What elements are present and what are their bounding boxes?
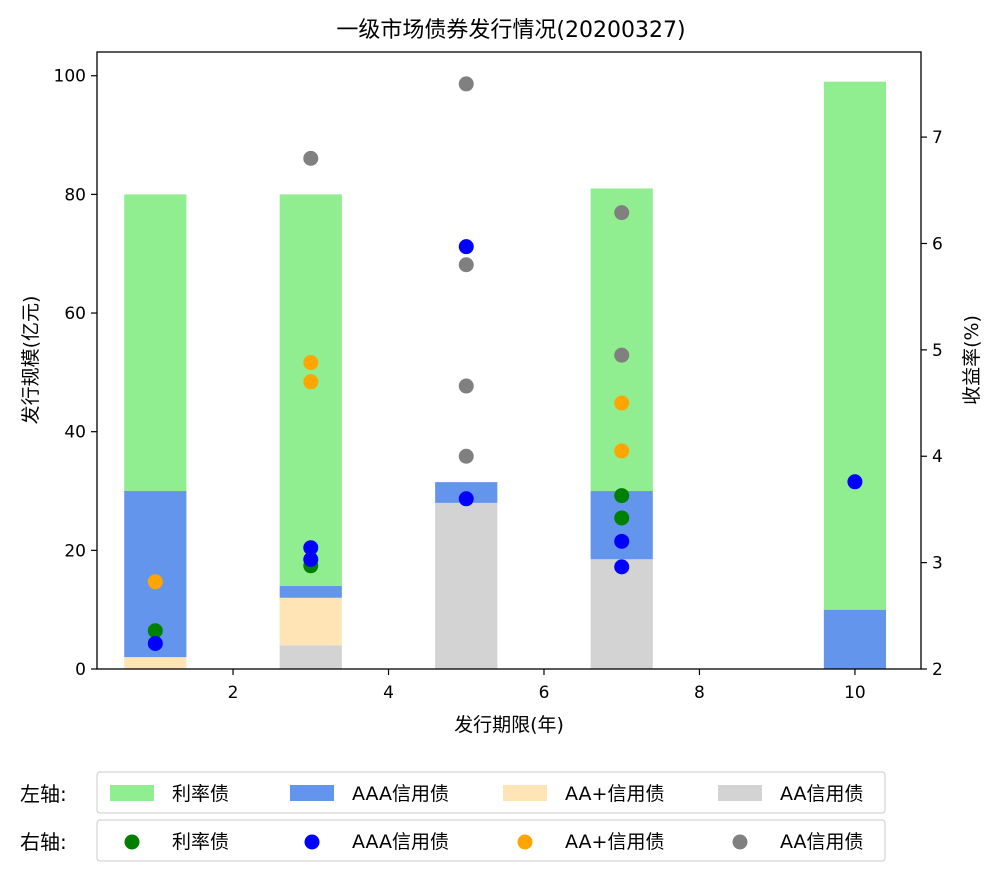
- y-axis-right-label: 收益率(%): [961, 315, 983, 405]
- x-tick-label: 6: [539, 683, 550, 703]
- x-tick-label: 2: [228, 683, 239, 703]
- legend-right-axis-label: 右轴:: [20, 830, 67, 854]
- bar-AA+信用债-3: [279, 597, 342, 646]
- point-AAA信用债-1: [147, 635, 163, 651]
- bar-利率债-1: [124, 194, 187, 492]
- y-right-tick-label: 3: [932, 554, 943, 574]
- legend-left-label-AA+信用债: AA+信用债: [565, 783, 664, 805]
- y-left-tick-label: 60: [64, 304, 86, 324]
- legend-right-marker-AA信用债: [732, 834, 748, 850]
- y-right-tick-label: 2: [932, 660, 943, 680]
- bar-利率债-7: [590, 188, 653, 492]
- point-AAA信用债-3: [303, 551, 319, 567]
- legend-right-marker-AA+信用债: [517, 834, 533, 850]
- y-axis-left-label: 发行规模(亿元): [20, 296, 42, 425]
- chart-title: 一级市场债券发行情况(20200327): [336, 18, 685, 43]
- bar-AA信用债-3: [279, 645, 342, 669]
- point-利率债-1: [147, 623, 163, 639]
- point-利率债-7: [614, 488, 630, 504]
- point-AA信用债-7: [614, 205, 630, 221]
- legend-left-swatch-AAA信用债: [290, 785, 334, 801]
- point-AA+信用债-7: [614, 443, 630, 459]
- legend-left-swatch-利率债: [110, 785, 154, 801]
- bars-layer: [124, 81, 887, 669]
- legend-right-marker-利率债: [124, 834, 140, 850]
- y-right-tick-label: 4: [932, 447, 943, 467]
- y-axis-left: 0 20 40 60 80 100: [54, 67, 97, 680]
- point-AAA信用债-7: [614, 533, 630, 549]
- bar-AA+信用债-1: [124, 657, 187, 669]
- x-axis: 2 4 6 8 10: [228, 669, 866, 703]
- legend-left-swatch-AA+信用债: [503, 785, 547, 801]
- point-AA信用债-5: [458, 378, 474, 394]
- point-AA+信用债-1: [147, 574, 163, 590]
- bar-AAA信用债-10: [823, 609, 887, 669]
- point-AA+信用债-3: [303, 355, 319, 371]
- legend-left-label-AAA信用债: AAA信用债: [352, 783, 449, 805]
- bar-AA信用债-5: [435, 502, 498, 669]
- x-tick-label: 10: [844, 683, 866, 703]
- legend-left-items: 利率债 AAA信用债 AA+信用债 AA信用债: [110, 783, 864, 805]
- point-AA信用债-5: [458, 76, 474, 92]
- points-layer: [147, 76, 863, 651]
- legend-right-box: [96, 819, 886, 862]
- legend-left-label-AA信用债: AA信用债: [780, 783, 864, 805]
- legend-right-label-AAA信用债: AAA信用债: [352, 831, 449, 853]
- x-axis-label: 发行期限(年): [454, 714, 564, 736]
- y-right-tick-label: 6: [932, 234, 943, 254]
- bar-利率债-10: [823, 81, 887, 610]
- y-left-tick-label: 0: [75, 660, 86, 680]
- point-AA信用债-5: [458, 257, 474, 273]
- legend-right-label-利率债: 利率债: [172, 831, 229, 853]
- point-AAA信用债-5: [458, 491, 474, 507]
- point-AA+信用债-7: [614, 395, 630, 411]
- legend-right-marker-AAA信用债: [304, 834, 320, 850]
- plot-frame: [96, 51, 922, 670]
- point-AA信用债-7: [614, 347, 630, 363]
- y-left-tick-label: 40: [64, 423, 86, 443]
- bar-利率债-3: [279, 194, 342, 586]
- legend-right-label-AA+信用债: AA+信用债: [565, 831, 664, 853]
- y-right-tick-label: 5: [932, 341, 943, 361]
- point-利率债-7: [614, 510, 630, 526]
- y-left-tick-label: 80: [64, 185, 86, 205]
- x-tick-label: 8: [694, 683, 705, 703]
- point-AAA信用债-3: [303, 540, 319, 556]
- legend-right-label-AA信用债: AA信用债: [780, 831, 864, 853]
- bar-AA信用债-7: [590, 559, 653, 669]
- y-right-tick-label: 7: [932, 128, 943, 148]
- point-AAA信用债-10: [847, 474, 863, 490]
- legend-left-box: [96, 771, 886, 814]
- point-AA+信用债-3: [303, 374, 319, 390]
- point-AAA信用债-5: [458, 239, 474, 255]
- x-tick-label: 4: [383, 683, 394, 703]
- legend-left-axis-label: 左轴:: [20, 782, 67, 806]
- y-axis-right: 2 3 4 5 6 7: [921, 128, 943, 680]
- legend-left-swatch-AA信用债: [718, 785, 762, 801]
- point-AA信用债-3: [303, 150, 319, 166]
- y-left-tick-label: 20: [64, 541, 86, 561]
- bar-AAA信用债-3: [279, 585, 342, 598]
- point-AA信用债-5: [458, 448, 474, 464]
- y-left-tick-label: 100: [54, 67, 86, 87]
- point-AAA信用债-7: [614, 559, 630, 575]
- legend-right-items: 利率债 AAA信用债 AA+信用债 AA信用债: [124, 831, 864, 853]
- legend-left-label-利率债: 利率债: [172, 783, 229, 805]
